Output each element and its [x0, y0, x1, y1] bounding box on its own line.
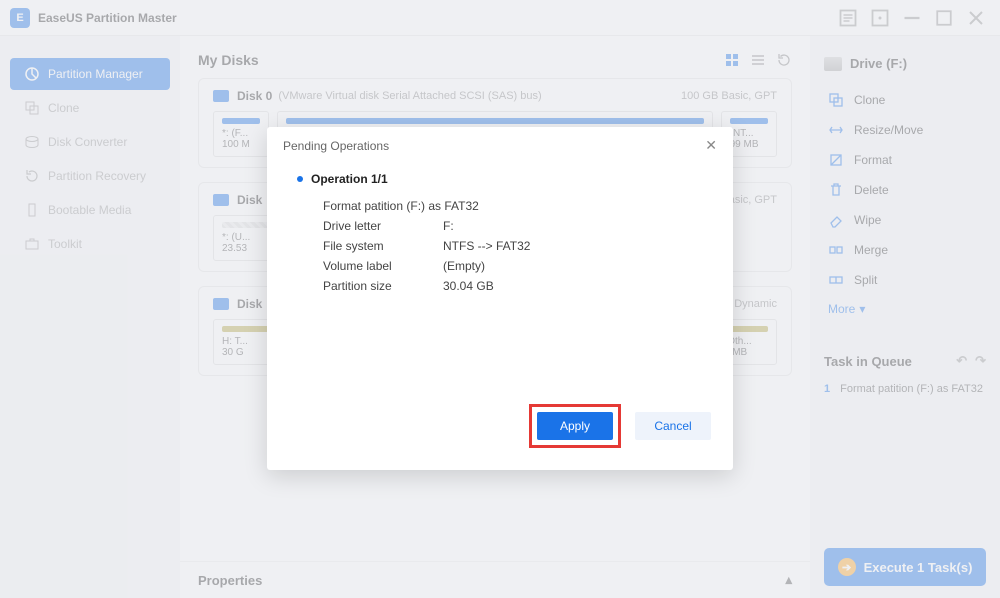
bullet-icon: [297, 176, 303, 182]
apply-label: Apply: [560, 419, 590, 433]
op-label: Partition size: [323, 279, 413, 293]
op-value: (Empty): [443, 259, 485, 273]
op-label: Drive letter: [323, 219, 413, 233]
operation-row: Volume label (Empty): [297, 256, 703, 276]
modal-actions: Apply Cancel: [267, 404, 733, 470]
pending-operations-modal: Pending Operations ✕ Operation 1/1 Forma…: [267, 127, 733, 470]
op-label: File system: [323, 239, 413, 253]
operation-title: Operation 1/1: [297, 172, 703, 186]
operation-row: Drive letter F:: [297, 216, 703, 236]
operation-title-text: Operation 1/1: [311, 172, 388, 186]
cancel-label: Cancel: [654, 419, 691, 433]
operation-row: Partition size 30.04 GB: [297, 276, 703, 296]
cancel-button[interactable]: Cancel: [635, 412, 711, 440]
op-label: Volume label: [323, 259, 413, 273]
modal-title: Pending Operations: [283, 139, 389, 153]
apply-highlight: Apply: [529, 404, 621, 448]
apply-button[interactable]: Apply: [537, 412, 613, 440]
close-icon[interactable]: ✕: [705, 137, 717, 154]
op-value: NTFS --> FAT32: [443, 239, 530, 253]
op-value: 30.04 GB: [443, 279, 494, 293]
op-value: F:: [443, 219, 454, 233]
operation-row: File system NTFS --> FAT32: [297, 236, 703, 256]
modal-header: Pending Operations ✕: [267, 127, 733, 164]
modal-body: Operation 1/1 Format patition (F:) as FA…: [267, 164, 733, 404]
operation-desc: Format patition (F:) as FAT32: [297, 196, 703, 216]
